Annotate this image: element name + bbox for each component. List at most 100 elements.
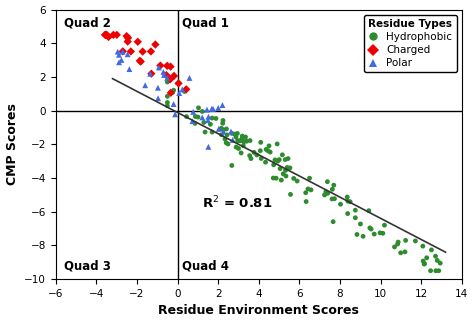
- Point: [239, 134, 246, 140]
- Point: [224, 141, 232, 147]
- Point: [394, 240, 402, 245]
- Point: [102, 32, 110, 37]
- Point: [274, 159, 282, 164]
- Point: [286, 165, 294, 171]
- Point: [200, 120, 208, 125]
- Point: [329, 219, 337, 224]
- Point: [155, 65, 163, 70]
- Text: R$^2$ = 0.81: R$^2$ = 0.81: [202, 195, 272, 211]
- Point: [124, 39, 131, 44]
- Point: [330, 182, 337, 188]
- Point: [419, 244, 427, 249]
- Point: [234, 131, 241, 136]
- Point: [229, 137, 237, 142]
- Point: [257, 156, 265, 161]
- Point: [199, 109, 206, 114]
- Point: [124, 52, 131, 57]
- Point: [209, 115, 216, 120]
- Point: [215, 126, 222, 131]
- Point: [420, 261, 428, 266]
- Point: [170, 88, 177, 93]
- Point: [221, 136, 229, 141]
- Point: [237, 138, 244, 143]
- Point: [401, 249, 409, 255]
- Point: [432, 268, 440, 273]
- Point: [126, 67, 133, 72]
- Point: [105, 34, 112, 39]
- Point: [228, 163, 236, 168]
- Point: [321, 193, 328, 198]
- Point: [276, 166, 284, 171]
- Point: [376, 230, 384, 235]
- Point: [235, 146, 242, 151]
- Point: [147, 49, 155, 54]
- Point: [115, 52, 123, 57]
- Point: [265, 143, 273, 149]
- Point: [283, 165, 291, 170]
- Point: [190, 109, 197, 114]
- Point: [270, 175, 277, 181]
- Point: [207, 122, 214, 127]
- Legend: Hydrophobic, Charged, Polar: Hydrophobic, Charged, Polar: [364, 15, 456, 72]
- Point: [191, 121, 199, 126]
- Point: [160, 69, 167, 75]
- Point: [324, 191, 331, 196]
- Point: [181, 89, 188, 94]
- Point: [123, 34, 130, 39]
- Point: [356, 221, 364, 226]
- Point: [293, 179, 301, 184]
- Point: [284, 156, 292, 161]
- Point: [220, 129, 228, 134]
- Point: [282, 157, 289, 162]
- Point: [306, 176, 313, 181]
- Point: [164, 103, 171, 108]
- Point: [359, 234, 367, 239]
- Point: [199, 115, 206, 120]
- Point: [337, 202, 344, 207]
- Text: Quad 4: Quad 4: [182, 259, 228, 272]
- Point: [164, 79, 171, 85]
- Point: [322, 189, 330, 194]
- Point: [179, 87, 186, 92]
- Point: [423, 255, 430, 260]
- Point: [139, 49, 146, 54]
- Point: [191, 114, 199, 119]
- Point: [344, 199, 352, 204]
- Point: [160, 72, 168, 78]
- Point: [154, 85, 162, 90]
- Point: [163, 72, 170, 78]
- Point: [127, 49, 135, 54]
- Point: [134, 39, 142, 44]
- Point: [102, 32, 109, 37]
- Point: [238, 133, 246, 139]
- Point: [136, 58, 144, 63]
- Text: Quad 1: Quad 1: [182, 16, 228, 29]
- Point: [239, 143, 247, 148]
- Point: [171, 112, 179, 117]
- Point: [402, 238, 410, 243]
- Point: [219, 127, 227, 132]
- Point: [257, 140, 264, 145]
- Point: [282, 173, 290, 179]
- Point: [344, 211, 351, 216]
- Point: [324, 179, 331, 184]
- Point: [137, 59, 145, 64]
- Point: [379, 231, 387, 236]
- Point: [328, 196, 336, 202]
- Point: [264, 148, 272, 153]
- Point: [204, 118, 212, 123]
- Text: Quad 2: Quad 2: [64, 16, 111, 29]
- Point: [164, 63, 171, 68]
- Point: [344, 194, 351, 200]
- Point: [352, 215, 359, 220]
- Point: [243, 139, 250, 144]
- Point: [227, 129, 235, 134]
- Point: [222, 140, 230, 145]
- Point: [195, 105, 202, 110]
- Point: [242, 134, 249, 140]
- Point: [169, 90, 176, 95]
- Point: [279, 152, 286, 157]
- Point: [232, 135, 240, 140]
- Point: [411, 238, 419, 244]
- Point: [275, 157, 283, 162]
